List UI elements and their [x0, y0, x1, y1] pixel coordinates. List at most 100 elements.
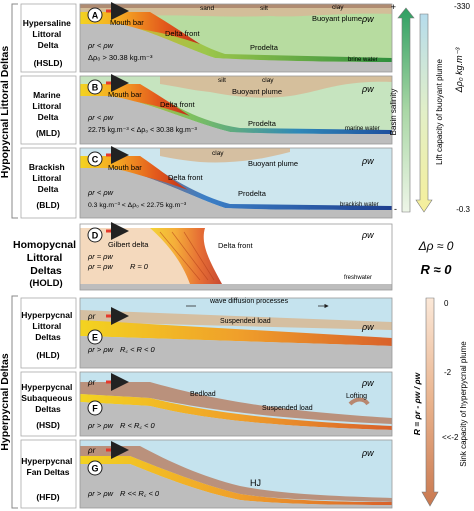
svg-text:Mouth bar: Mouth bar — [110, 18, 144, 27]
name-box-d: Homopycnal Littoral Deltas (HOLD) — [13, 239, 79, 289]
svg-text:R = ρr - ρw / ρw: R = ρr - ρw / ρw — [412, 371, 422, 435]
svg-text:Suspended load: Suspended load — [220, 318, 271, 325]
svg-text:(HSD): (HSD) — [36, 420, 60, 430]
svg-text:Δρ₀ kg.m⁻³: Δρ₀ kg.m⁻³ — [454, 47, 464, 94]
panel-marker-e — [87, 329, 103, 345]
group-bracket-hypopycnal: Hypopycnal Littoral Deltas — [0, 3, 18, 219]
sink-capacity-arrow: 0 -2 <<-2 R = ρr - ρw / ρw Sink capacity… — [412, 297, 468, 507]
panel-marker-f — [87, 400, 103, 416]
svg-text:ρr < ρw: ρr < ρw — [87, 41, 114, 50]
panel-marker-b — [87, 79, 103, 95]
svg-text:<<-2: <<-2 — [442, 433, 459, 442]
svg-text:Bedload: Bedload — [190, 391, 216, 398]
svg-text:Hyperpycnal Littoral: Hyperpycnal Littoral Deltas — [21, 310, 74, 342]
name-box-a: Hypersaline Littoral Delta (HSLD) — [20, 3, 77, 73]
basin-floor-c — [80, 168, 392, 218]
svg-text:Gilbert delta: Gilbert delta — [108, 240, 149, 249]
svg-text:0.3 kg.m⁻³ < Δρ₀ < 22.75 kg.m⁻: 0.3 kg.m⁻³ < Δρ₀ < 22.75 kg.m⁻³ — [88, 202, 187, 209]
svg-text:Prodelta: Prodelta — [250, 43, 279, 52]
svg-text:Sink capacity of hyperpycnal p: Sink capacity of hyperpycnal plume — [459, 341, 468, 467]
basin-floor-e — [80, 336, 392, 368]
svg-text:ρr > ρw: ρr > ρw — [87, 421, 114, 430]
svg-text:Prodelta: Prodelta — [238, 189, 267, 198]
svg-text:+: + — [391, 2, 396, 12]
svg-text:silt: silt — [218, 77, 226, 84]
panel-a: A Mouth bar sand silt clay Buoyant plume… — [79, 2, 393, 73]
hyperpycnal-deposit-g — [80, 456, 392, 505]
svg-text:G: G — [91, 464, 98, 474]
water-density-label-b: ρw — [361, 84, 374, 94]
svg-text:Brackish Littoral: Brackish Littoral Delta — [29, 162, 67, 194]
density-contrast-scale: -330 -0.3 Δρ₀ kg.m⁻³ — [454, 2, 471, 214]
svg-text:ρr ≈ ρw: ρr ≈ ρw — [87, 252, 113, 261]
svg-text:Buoyant plume: Buoyant plume — [232, 87, 282, 96]
svg-text:Delta front: Delta front — [218, 241, 254, 250]
svg-text:wave diffusion processes: wave diffusion processes — [209, 298, 289, 305]
water-density-label-g: ρw — [361, 448, 374, 458]
svg-text:(MLD): (MLD) — [36, 128, 60, 138]
water-density-label-c: ρw — [361, 156, 374, 166]
svg-text:Buoyant plume: Buoyant plume — [248, 159, 298, 168]
svg-text:-0.3: -0.3 — [456, 205, 470, 214]
svg-text:(HFD): (HFD) — [36, 492, 59, 502]
homopycnal-condition: Δρ ≈ 0 R ≈ 0 — [418, 239, 454, 277]
svg-text:Basin salinity: Basin salinity — [389, 89, 398, 136]
panel-d: D Gilbert delta Delta front freshwater ρ… — [79, 222, 393, 291]
svg-text:R << R꜀ < 0: R << R꜀ < 0 — [120, 489, 160, 498]
svg-text:(BLD): (BLD) — [36, 200, 59, 210]
svg-text:clay: clay — [212, 150, 224, 157]
svg-text:HJ: HJ — [250, 478, 261, 488]
svg-text:Buoyant plume: Buoyant plume — [312, 14, 362, 23]
svg-text:Hyperpycnal Fan Deltas: Hyperpycnal Fan Deltas — [21, 456, 74, 477]
svg-text:freshwater: freshwater — [344, 275, 372, 281]
svg-text:R ≈ 0: R ≈ 0 — [421, 262, 453, 277]
salinity-arrow: + - Basin salinity — [389, 2, 415, 214]
buoyant-plume-c — [160, 148, 290, 163]
svg-text:22.75 kg.m⁻³ < Δρ₀ < 30.38 kg.: 22.75 kg.m⁻³ < Δρ₀ < 30.38 kg.m⁻³ — [88, 127, 198, 134]
name-box-e: Hyperpycnal Littoral Deltas (HLD) — [20, 297, 77, 369]
svg-text:brine water: brine water — [348, 57, 378, 63]
panel-marker-d — [87, 227, 103, 243]
panel-marker-c — [87, 151, 103, 167]
svg-text:C: C — [92, 155, 99, 165]
svg-text:Delta front: Delta front — [168, 173, 204, 182]
svg-text:Homopycnal Littoral: Homopycnal Littoral Deltas — [13, 239, 79, 277]
svg-text:A: A — [92, 11, 99, 21]
water-density-label-e: ρw — [361, 322, 374, 332]
svg-text:Delta front: Delta front — [160, 100, 196, 109]
hyperpycnal-flow-f — [80, 382, 392, 424]
river-density-label-g: ρr — [87, 446, 96, 455]
svg-text:Suspended load: Suspended load — [262, 405, 313, 412]
panel-c: C Mouth bar clay Buoyant plume Delta fro… — [79, 146, 393, 219]
svg-text:R ≈ 0: R ≈ 0 — [130, 262, 149, 271]
panel-b: B Mouth bar silt clay Buoyant plume Delt… — [79, 74, 393, 145]
svg-text:Lofting: Lofting — [346, 393, 367, 400]
basin-floor-d — [80, 284, 392, 290]
svg-text:Mouth bar: Mouth bar — [108, 90, 142, 99]
name-box-c: Brackish Littoral Delta (BLD) — [20, 147, 77, 219]
svg-text:Lift capacity of buoyant plume: Lift capacity of buoyant plume — [435, 59, 444, 165]
svg-text:(HLD): (HLD) — [36, 350, 59, 360]
svg-text:Marine Littoral De: Marine Littoral Delta — [32, 90, 63, 122]
basin-floor-g — [80, 464, 392, 508]
svg-text:-330: -330 — [454, 2, 471, 11]
group-bracket-hyperpycnal: Hyperpycnal Deltas — [0, 295, 18, 509]
river-density-label-f: ρr — [87, 378, 96, 387]
svg-text:Delta front: Delta front — [165, 29, 201, 38]
hyperpycnal-deposit-e — [80, 320, 392, 346]
svg-text:Prodelta: Prodelta — [248, 119, 277, 128]
water-density-label-a: ρw — [361, 14, 374, 24]
svg-text:ρr < ρw: ρr < ρw — [87, 188, 114, 197]
svg-text:ρr < ρw: ρr < ρw — [87, 113, 114, 122]
svg-text:E: E — [92, 333, 98, 343]
svg-text:0: 0 — [444, 299, 449, 308]
water-density-label-d: ρw — [361, 230, 374, 240]
panel-marker-a — [87, 7, 103, 23]
hyperpycnal-flow-g — [80, 446, 392, 502]
svg-text:ρr ≈ ρw: ρr ≈ ρw — [87, 262, 113, 271]
name-box-b: Marine Littoral Delta (MLD) — [20, 75, 77, 145]
svg-text:marine water: marine water — [345, 126, 380, 132]
delta-front-wedge-a — [80, 12, 200, 44]
panel-g: G ρr HJ ρw ρr > ρw R << R꜀ < 0 — [79, 439, 393, 509]
svg-text:clay: clay — [332, 4, 344, 11]
